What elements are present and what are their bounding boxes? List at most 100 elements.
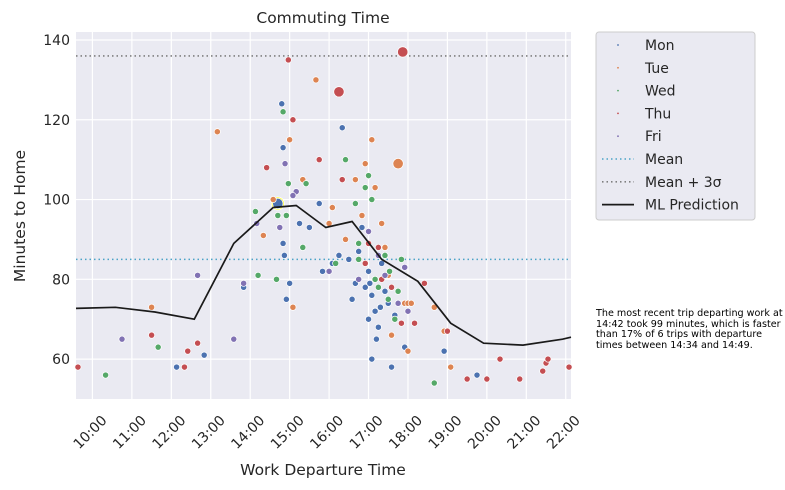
data-point-mon [338,124,346,132]
data-point-thu [74,363,82,371]
data-point-tue [407,299,415,307]
data-point-wed [386,267,394,275]
data-point-fri [404,307,412,315]
data-point-tue [213,128,221,136]
data-point-mon [365,315,372,323]
data-point-mon [348,295,356,303]
data-point-wed [302,180,310,188]
data-point-tue [269,196,277,203]
data-point-fri [365,228,372,235]
y-tick-label: 80 [52,272,70,288]
data-point-tue [342,235,349,243]
legend-label: Thu [644,106,671,122]
data-point-thu [338,176,346,184]
data-point-wed [351,200,359,207]
data-point-tue [148,303,156,311]
data-point-mon [473,371,481,379]
legend-label: Mon [645,38,675,54]
x-tick-label: 12:00 [150,413,190,453]
data-point-mon [173,363,181,371]
data-point-mon [279,144,287,152]
chart-title: Commuting Time [256,9,389,27]
data-point-wed [368,196,376,203]
data-point-mon [296,220,303,227]
data-point-mon [278,100,286,108]
data-point-wed [365,172,372,180]
data-point-wed [273,275,280,283]
grid-lines [76,32,571,399]
x-tick-label: 22:00 [544,413,584,453]
data-point-thu [148,331,156,339]
data-point-tue [388,331,395,339]
data-point-mon [315,200,323,207]
data-point-thu [539,367,547,375]
data-point-thu [333,86,345,98]
data-point-mon [365,267,372,275]
data-point-tue [378,220,386,227]
x-tick-label: 13:00 [189,413,229,453]
data-point-fri [394,299,402,307]
data-point-thu [397,46,409,58]
data-point-wed [274,212,282,219]
x-tick-label: 18:00 [386,413,426,453]
x-tick-label: 16:00 [307,413,347,453]
data-point-wed [154,343,162,351]
data-point-mon [279,239,287,247]
y-axis-label: Minutes to Home [11,150,29,282]
x-tick-label: 19:00 [426,413,466,453]
data-point-tue [447,363,455,371]
data-point-wed [381,251,389,259]
data-point-mon [440,347,448,355]
legend-label: Mean [645,152,683,168]
legend-item: ML Prediction [602,198,739,214]
data-point-wed [355,239,363,247]
data-point-fri [325,267,333,275]
y-tick-label: 100 [43,193,70,209]
x-tick-label: 14:00 [228,413,268,453]
data-point-thu [361,259,369,267]
data-point-mon [286,279,294,287]
plot-area [76,32,571,399]
x-tick-label: 15:00 [268,413,308,453]
x-tick-label: 17:00 [347,413,387,453]
data-point-fri [355,275,363,283]
data-point-wed [252,208,259,215]
data-point-tue [286,136,294,144]
x-tick-label: 10:00 [71,413,111,453]
legend-label: Wed [645,84,676,100]
x-tick-labels: 10:00 11:00 12:00 13:00 14:00 15:00 16:00 17:00… [71,413,584,453]
data-point-thu [463,375,471,383]
data-point-mon [366,279,374,287]
x-axis-label: Work Departure Time [240,461,406,479]
legend-label: Tue [644,61,669,77]
data-point-tue [371,184,379,192]
y-tick-labels: 60 80 100 120 140 [43,33,70,368]
data-point-wed [254,271,262,279]
data-point-mon [368,291,376,299]
data-point-wed [394,287,402,295]
data-point-wed [332,259,340,267]
data-point-wed [279,108,287,116]
data-point-mon [388,363,395,371]
data-point-mon [335,251,343,259]
data-point-mon [368,355,376,363]
ml-prediction-line [75,204,572,346]
legend-item: Mon [617,38,675,54]
data-point-thu [315,156,323,164]
data-point-wed [284,180,292,188]
legend-marker [617,44,619,46]
legend-item: Mean [602,152,683,168]
data-point-mon [376,303,384,311]
data-point-thu [411,319,418,327]
legend-label: ML Prediction [645,198,739,214]
data-point-wed [355,255,363,263]
data-point-mon [200,351,208,359]
legend-item: Mean + 3σ [602,175,722,191]
legend-box [595,31,756,221]
data-point-thu [443,327,451,335]
data-point-thu [194,339,202,347]
legend-item: Tue [617,61,669,77]
data-point-thu [284,56,292,64]
data-point-mon [381,287,389,295]
data-point-tue [392,158,404,170]
